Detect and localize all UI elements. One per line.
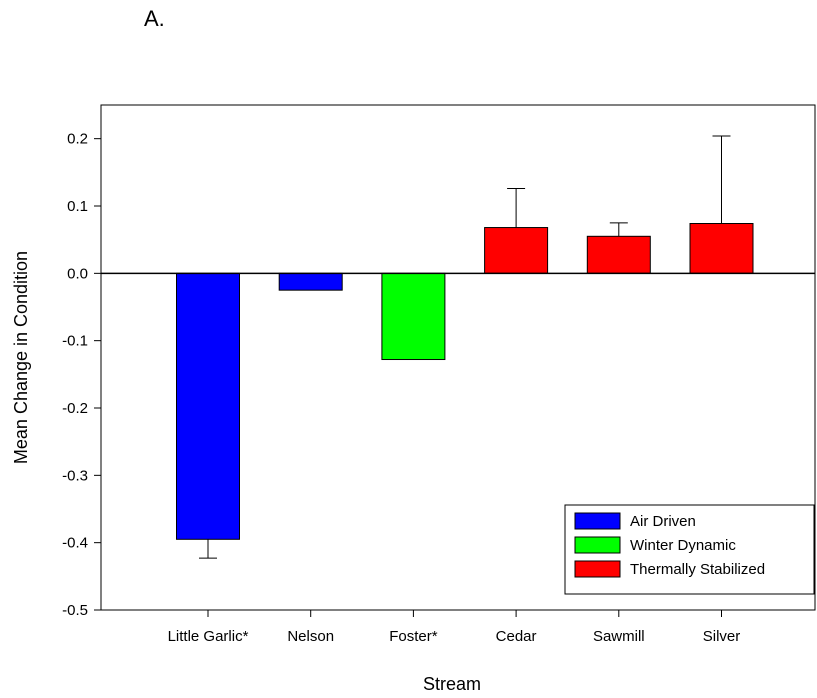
y-tick-label: -0.4 <box>62 535 88 552</box>
error-bars <box>199 135 731 559</box>
y-tick-label: 0.0 <box>67 265 88 282</box>
legend: Air Driven Winter Dynamic Thermally Stabil… <box>564 504 815 595</box>
bar <box>176 272 240 540</box>
legend-swatch <box>574 536 621 554</box>
x-tick-label: Silver <box>703 628 741 645</box>
plot-frame <box>100 104 816 611</box>
y-tick-label: 0.2 <box>67 131 88 148</box>
x-axis-ticks: Little Garlic* Nelson Foster* Cedar Sawmill S… <box>168 610 741 645</box>
y-tick-label: -0.5 <box>62 602 88 619</box>
legend-label: Winter Dynamic <box>630 537 736 554</box>
y-tick-label: -0.1 <box>62 333 88 350</box>
x-axis-title: Stream <box>423 674 481 694</box>
bars <box>176 223 754 540</box>
legend-swatch <box>574 512 621 530</box>
legend-swatch <box>574 560 621 578</box>
x-tick-label: Little Garlic* <box>168 628 249 645</box>
x-tick-label: Foster* <box>389 628 438 645</box>
bar <box>278 272 343 291</box>
x-tick-label: Sawmill <box>593 628 645 645</box>
bar <box>484 227 549 274</box>
bar <box>381 272 446 361</box>
y-axis-ticks: -0.5 -0.4 -0.3 -0.2 -0.1 0.0 0.1 0.2 <box>62 131 101 619</box>
legend-label: Air Driven <box>630 513 696 530</box>
y-tick-label: -0.3 <box>62 467 88 484</box>
x-tick-label: Nelson <box>287 628 334 645</box>
y-tick-label: -0.2 <box>62 400 88 417</box>
panel-label: A. <box>144 6 165 31</box>
x-tick-label: Cedar <box>496 628 537 645</box>
y-axis-title: Mean Change in Condition <box>11 251 31 464</box>
legend-label: Thermally Stabilized <box>630 561 765 578</box>
bar <box>689 223 754 274</box>
bar <box>586 235 651 274</box>
y-tick-label: 0.1 <box>67 198 88 215</box>
